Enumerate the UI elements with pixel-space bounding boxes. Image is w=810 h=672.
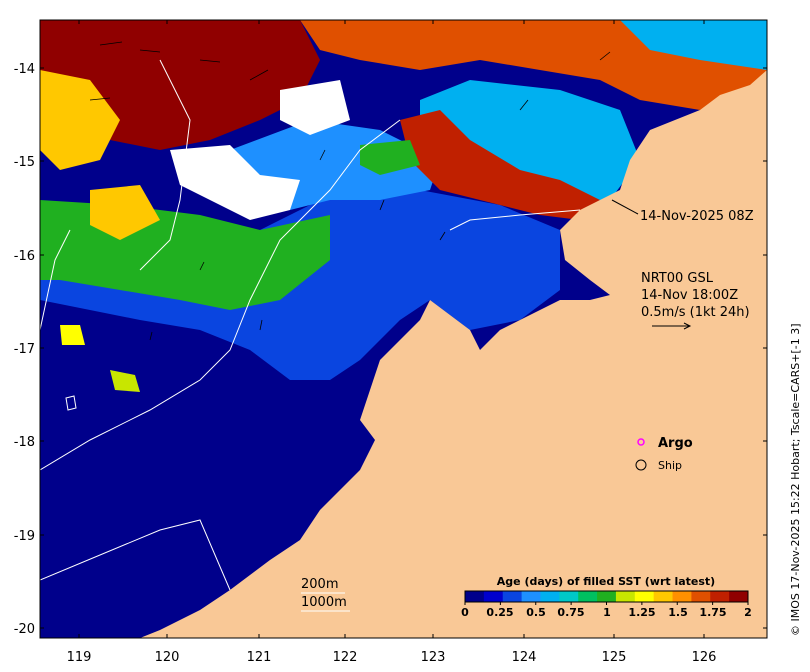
contour-island <box>65 395 77 411</box>
ship-label: Ship <box>658 459 682 472</box>
contour-north <box>139 59 191 271</box>
colorbar-label: 1.25 <box>628 606 655 619</box>
colorbar-swatch <box>597 591 617 602</box>
current-legend-line2: 14-Nov 18:00Z <box>641 288 738 303</box>
current-legend-line3: 0.5m/s (1kt 24h) <box>641 305 750 320</box>
contour-mid <box>40 229 71 331</box>
region-white-gaps <box>170 145 300 220</box>
region-yellow-patch <box>90 185 160 240</box>
argo-label: Argo <box>658 436 693 451</box>
x-axis <box>78 20 705 638</box>
current-vectors <box>89 41 611 341</box>
colorbar-swatch <box>483 591 504 602</box>
x-tick-label: 125 <box>602 650 627 665</box>
region-brown-mid <box>400 110 600 220</box>
depth-label-200m: 200m <box>301 577 338 592</box>
colorbar-swatch <box>521 591 541 602</box>
y-tick-label: -15 <box>14 155 35 170</box>
contour-200m <box>40 119 401 471</box>
colorbar: Age (days) of filled SST (wrt latest) 0 … <box>461 575 752 619</box>
depth-label-1000m: 1000m <box>301 595 347 610</box>
y-axis <box>40 67 767 629</box>
current-legend-line1: NRT00 GSL <box>641 271 714 286</box>
colorbar-label: 2 <box>744 606 752 619</box>
colorbar-swatches <box>464 590 749 603</box>
argo-marker-icon <box>637 438 645 446</box>
colorbar-swatch <box>710 591 730 602</box>
region-white-gap-north <box>280 80 350 135</box>
colorbar-swatch <box>691 591 711 602</box>
colorbar-swatch <box>634 591 655 602</box>
x-tick-label: 119 <box>67 650 92 665</box>
plot-frame <box>39 19 768 639</box>
colorbar-label: 1.5 <box>668 606 688 619</box>
colorbar-swatch <box>502 591 523 602</box>
colorbar-label: 0.75 <box>557 606 584 619</box>
y-tick-label: -16 <box>14 249 35 264</box>
y-tick-label: -14 <box>14 62 35 77</box>
x-tick-label: 120 <box>155 650 180 665</box>
y-tick-label: -19 <box>14 529 35 544</box>
contour-east <box>449 209 581 231</box>
y-tick-label: -20 <box>14 622 35 637</box>
colorbar-title: Age (days) of filled SST (wrt latest) <box>497 575 715 588</box>
date-label: 14-Nov-2025 08Z <box>640 209 754 224</box>
x-tick-label: 123 <box>421 650 446 665</box>
land-australia <box>140 70 767 638</box>
colorbar-swatch <box>559 591 579 602</box>
colorbar-ticks <box>464 602 749 605</box>
y-tick-label: -17 <box>14 342 35 357</box>
colorbar-label: 1.75 <box>699 606 726 619</box>
region-yellow-orange <box>40 70 120 170</box>
colorbar-label: 0 <box>461 606 469 619</box>
colorbar-swatch <box>615 591 636 602</box>
ship-marker-icon <box>635 459 647 471</box>
colorbar-swatch <box>653 591 674 602</box>
region-medium-blue <box>40 190 560 380</box>
colorbar-label: 0.5 <box>526 606 546 619</box>
current-scale-arrow-icon <box>652 322 692 330</box>
x-tick-label: 122 <box>333 650 358 665</box>
x-tick-label: 121 <box>247 650 272 665</box>
credit-text: © IMOS 17-Nov-2025 15:22 Hobart; Tscale=… <box>789 324 802 636</box>
colorbar-label: 1 <box>603 606 611 619</box>
date-pointer-line <box>611 199 639 215</box>
map-plot-area <box>40 20 767 638</box>
y-tick-label: -18 <box>14 435 35 450</box>
region-yellow-small <box>60 325 85 345</box>
region-green-east <box>360 140 420 175</box>
contour-1000m <box>40 519 231 591</box>
colorbar-swatch <box>540 591 560 602</box>
colorbar-swatch <box>578 591 598 602</box>
x-tick-label: 124 <box>512 650 537 665</box>
region-yellowgreen-small <box>110 370 140 392</box>
colorbar-swatch <box>465 591 485 602</box>
x-tick-label: 126 <box>692 650 717 665</box>
colorbar-label: 0.25 <box>486 606 513 619</box>
region-cyan-east <box>620 20 767 70</box>
colorbar-swatch <box>672 591 692 602</box>
colorbar-swatch <box>729 591 749 602</box>
